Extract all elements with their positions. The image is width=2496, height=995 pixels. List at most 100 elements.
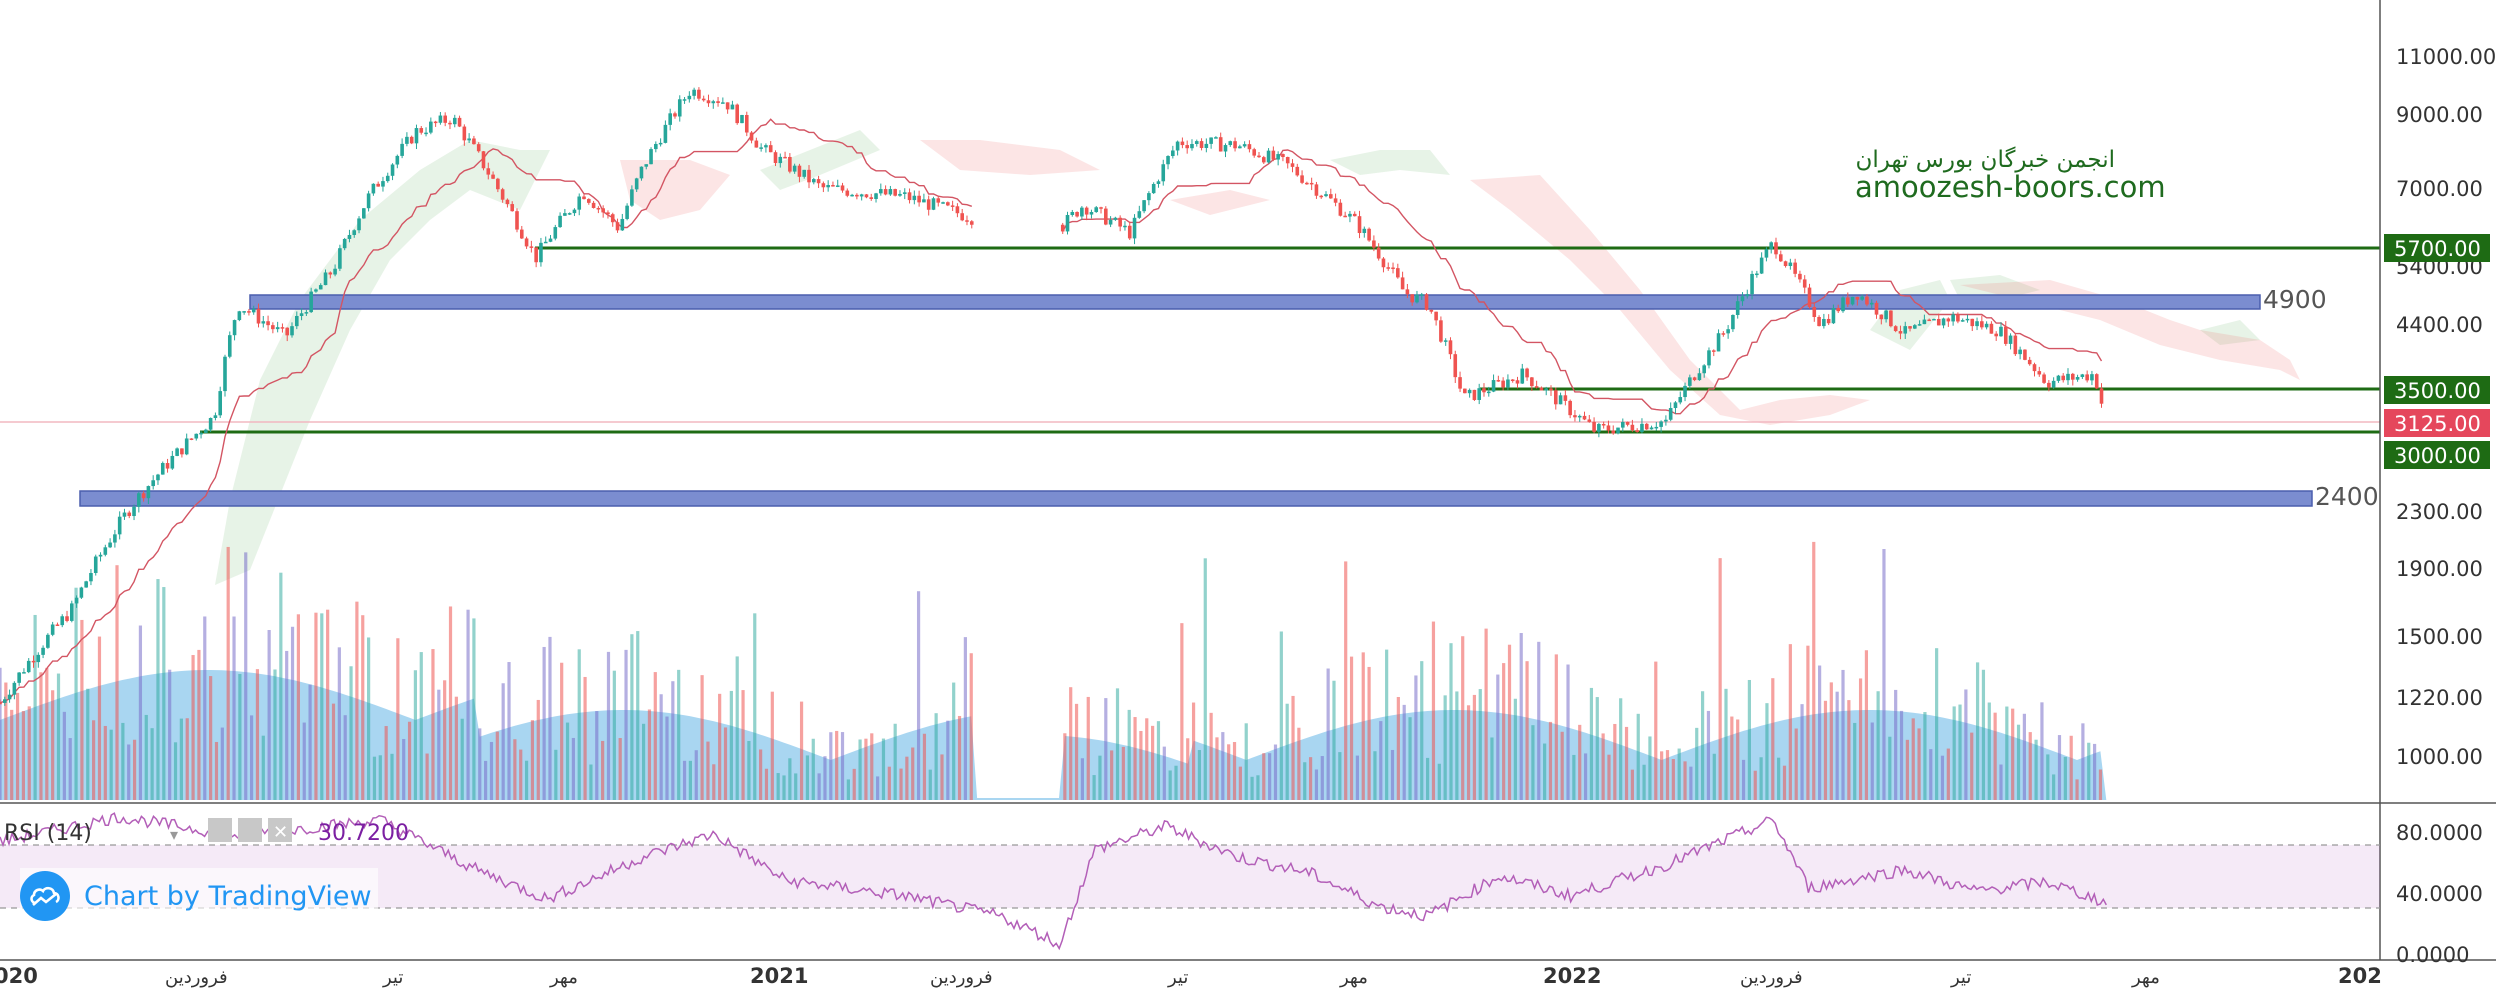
volume-bar [1139, 730, 1143, 800]
volume-bar [1782, 765, 1787, 800]
volume-bar [688, 760, 692, 800]
candle-body [357, 218, 361, 231]
candle-body [811, 179, 816, 183]
candle-body [658, 142, 663, 145]
volume-bar [1227, 744, 1231, 800]
candle-body [84, 581, 88, 588]
candle-body [591, 202, 596, 208]
rsi-collapse-icon[interactable]: ▾ [170, 825, 178, 844]
candle-body [500, 189, 505, 200]
volume-bar [1823, 700, 1828, 800]
candle-body [1606, 425, 1611, 431]
candle-body [2018, 349, 2022, 355]
volume-bar [92, 720, 96, 800]
candle-body [1582, 415, 1587, 420]
support-zones[interactable]: 4900 2400 [79, 285, 2379, 511]
candle-body [184, 438, 189, 455]
candle-body [448, 122, 452, 125]
volume-bar [390, 753, 394, 800]
rsi-visibility-icon[interactable] [208, 818, 232, 842]
candle-body [443, 115, 447, 123]
rsi-title: RSI (14) [4, 821, 92, 846]
volume-bar [1268, 753, 1272, 800]
volume-bar [682, 760, 687, 800]
volume-bar [1431, 621, 1436, 800]
candle-body [409, 136, 414, 144]
candle-body [1649, 427, 1654, 430]
candle-body [1769, 242, 1774, 250]
volume-bar [876, 776, 880, 800]
candle-body [429, 121, 433, 133]
price-tick: 1220.00 [2396, 686, 2483, 710]
time-axis[interactable]: 020 فروردین تیر مهر 2021 فروردین تیر مهر… [0, 964, 2382, 988]
badge-5700 [2384, 234, 2490, 262]
volume-bar [285, 650, 289, 800]
candle-body [7, 694, 12, 700]
volume-bar [641, 723, 646, 800]
candle-body [1175, 141, 1180, 151]
volume-bar [1484, 628, 1488, 800]
candle-body [2090, 374, 2094, 381]
candle-body [1539, 387, 1544, 391]
horizontal-levels[interactable] [0, 246, 2380, 434]
volume-bar [589, 764, 593, 800]
volume-bar [1069, 687, 1073, 800]
candle-body [98, 554, 103, 557]
volume-bar [437, 689, 441, 800]
volume-bar [1420, 661, 1424, 800]
candle-body [1391, 267, 1395, 270]
candle-body [1965, 318, 1970, 321]
volume-bar [823, 756, 827, 800]
candle-body [1419, 294, 1424, 296]
volume-bar [1695, 727, 1699, 800]
volume-bar [741, 690, 745, 800]
candle-body [1228, 141, 1233, 146]
volume-bar [846, 779, 850, 800]
volume-bar [571, 737, 575, 800]
volume-bar [1946, 748, 1950, 800]
candle-body [141, 493, 146, 499]
volume-bar [179, 718, 183, 800]
candle-body [1075, 212, 1079, 217]
volume-bar [1191, 702, 1196, 800]
zone-4900[interactable] [249, 294, 2261, 310]
candle-body [175, 448, 179, 456]
candle-body [859, 194, 864, 197]
candle-body [764, 145, 768, 148]
candle-body [247, 311, 251, 313]
volume-bar [1273, 744, 1278, 800]
candle-body [955, 206, 960, 214]
rsi-close-glyph[interactable]: ✕ [273, 822, 288, 843]
candle-body [1530, 377, 1534, 387]
candle-body [1285, 157, 1290, 164]
candle-body [2051, 380, 2056, 388]
candle-body [1324, 194, 1328, 197]
volume-bar [443, 680, 447, 800]
candle-body [1300, 175, 1304, 183]
volume-bar [1238, 766, 1242, 800]
volume-bar [132, 739, 137, 800]
volume-bar [279, 572, 283, 800]
candle-body [1218, 137, 1223, 152]
candle-body [1980, 321, 1984, 328]
rsi-settings-icon[interactable] [238, 818, 262, 842]
candle-body [323, 272, 328, 286]
candle-body [1688, 377, 1692, 386]
candle-body [12, 682, 17, 695]
kijun-line [0, 118, 2103, 704]
tradingview-logo[interactable]: Chart by TradingView [20, 868, 378, 924]
volume-bar [1531, 725, 1535, 800]
zone-2400[interactable] [79, 490, 2313, 507]
price-axis[interactable]: 11000.00 9000.00 7000.00 5400.00 4400.00… [2396, 45, 2496, 769]
volume-bar [1864, 650, 1869, 800]
volume-bar [1619, 698, 1623, 800]
candle-body [476, 144, 481, 152]
tradingview-label: Chart by TradingView [84, 880, 372, 912]
volume-bar [1724, 688, 1728, 800]
candle-body [1812, 306, 1817, 317]
candle-body [1281, 154, 1285, 158]
candle-body [1094, 207, 1099, 213]
rsi-close-icon[interactable] [268, 818, 292, 842]
volume-bar [501, 683, 505, 800]
volume-bar [1689, 766, 1693, 800]
